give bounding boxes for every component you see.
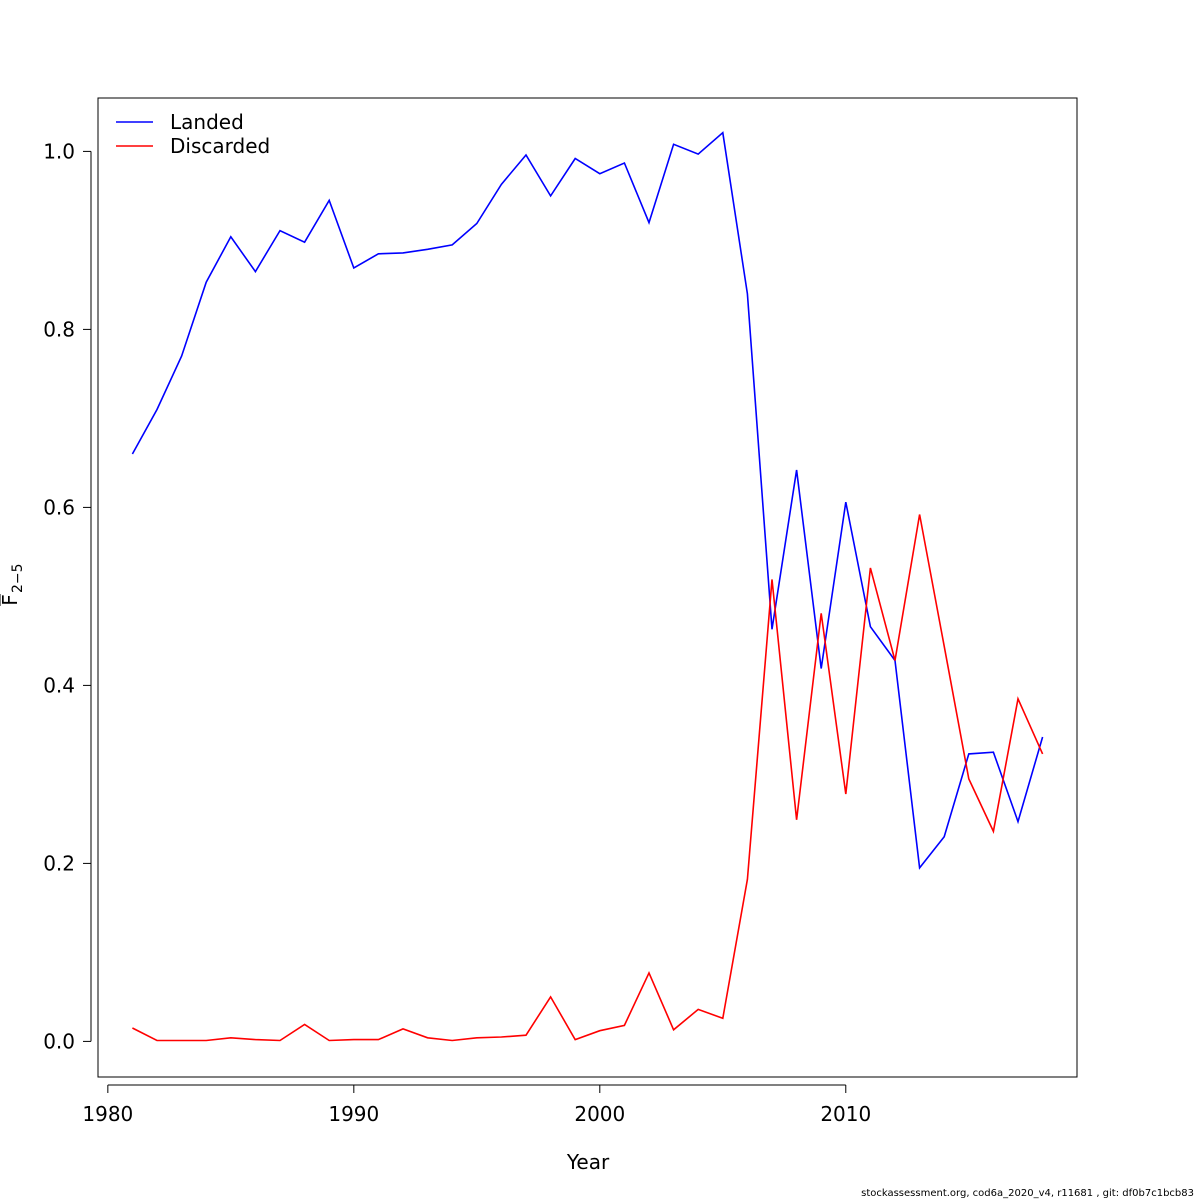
x-axis-title: Year xyxy=(566,1150,610,1174)
legend-label-discarded: Discarded xyxy=(170,134,270,158)
x-tick-label: 1990 xyxy=(328,1102,379,1126)
y-axis-title-subscript: 2−5 xyxy=(10,563,26,593)
y-axis-title: F 2−5 xyxy=(0,563,26,606)
y-axis-title-main: F xyxy=(0,594,22,606)
y-tick-label: 0.2 xyxy=(43,851,75,875)
y-tick-label: 0.6 xyxy=(43,495,75,519)
x-axis: 1980 1990 2000 2010 xyxy=(82,1084,871,1126)
plot-frame xyxy=(97,97,1078,1078)
series-line-landed xyxy=(131,131,1044,870)
y-tick-label: 0.0 xyxy=(43,1029,75,1053)
footer-note: stockassessment.org, cod6a_2020_v4, r116… xyxy=(861,1188,1194,1199)
legend-label-landed: Landed xyxy=(170,110,244,134)
y-axis: 0.0 0.2 0.4 0.6 0.8 1.0 xyxy=(43,139,92,1053)
y-tick-label: 1.0 xyxy=(43,139,75,163)
x-tick-label: 2000 xyxy=(574,1102,625,1126)
y-tick-label: 0.8 xyxy=(43,317,75,341)
x-tick-label: 2010 xyxy=(820,1102,871,1126)
x-tick-label: 1980 xyxy=(82,1102,133,1126)
series-line-discarded xyxy=(132,514,1044,1042)
series-layer xyxy=(131,131,1044,1042)
y-tick-label: 0.4 xyxy=(43,673,75,697)
